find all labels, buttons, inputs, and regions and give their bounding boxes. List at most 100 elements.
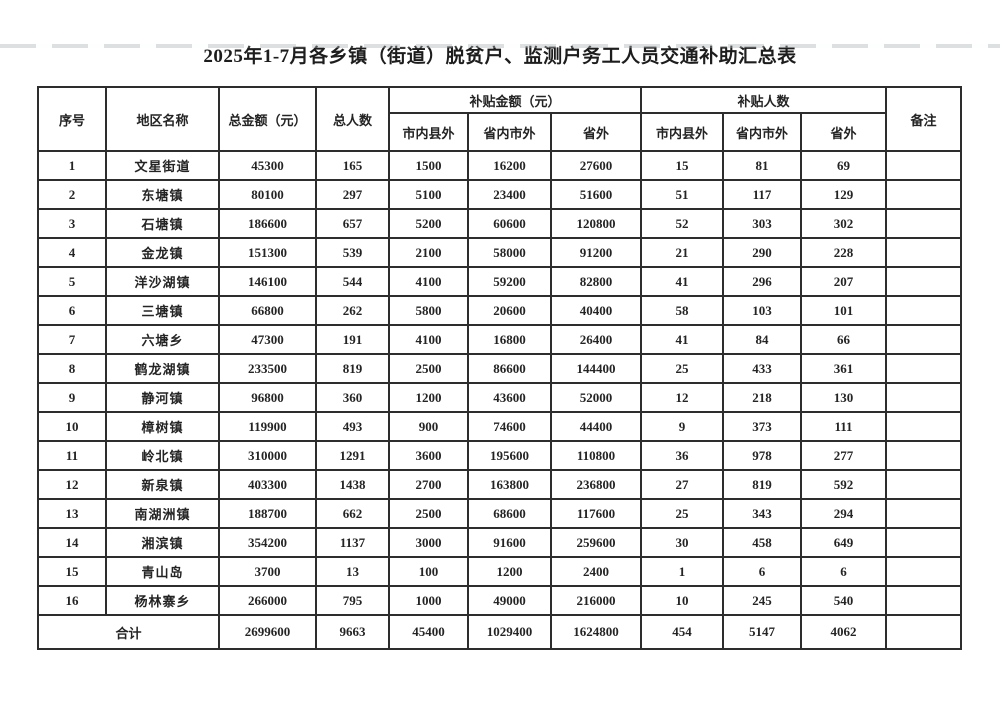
col-header-seq: 序号 [37,86,107,152]
cell-ppl-within-province: 978 [722,440,803,471]
cell-ppl-outside-province: 207 [800,266,888,297]
table-body: 1 文星街道 45300 165 1500 16200 27600 15 81 69 2 东塘镇 801… [37,150,963,616]
cell-amt-outside-province: 44400 [549,411,643,442]
table-footer: 合计 2699600 9663 45400 1029400 1624800 45… [37,614,963,650]
cell-total-amount: 3700 [218,556,317,587]
cell-seq: 13 [37,498,107,529]
cell-ppl-outside-province: 129 [800,179,888,210]
cell-ppl-outside-province: 228 [800,237,888,268]
table-row: 5 洋沙湖镇 146100 544 4100 59200 82800 41 296 207 [37,266,963,297]
cell-amt-within-province: 59200 [467,266,552,297]
cell-amt-within-province: 58000 [467,237,552,268]
cell-amt-within-city: 5100 [388,179,469,210]
cell-region: 金龙镇 [105,237,220,268]
cell-ppl-outside-province: 592 [800,469,888,500]
cell-remark [885,179,963,210]
cell-region: 岭北镇 [105,440,220,471]
cell-amt-outside-province: 26400 [549,324,643,355]
table-row: 6 三塘镇 66800 262 5800 20600 40400 58 103 101 [37,295,963,326]
table-row: 7 六塘乡 47300 191 4100 16800 26400 41 84 66 [37,324,963,355]
cell-amt-within-city: 1500 [388,150,469,181]
table-row: 15 青山岛 3700 13 100 1200 2400 1 6 6 [37,556,963,587]
cell-ppl-outside-province: 277 [800,440,888,471]
cell-total-people: 1438 [315,469,390,500]
cell-amt-within-city: 4100 [388,266,469,297]
cell-amt-outside-province: 110800 [549,440,643,471]
cell-seq: 4 [37,237,107,268]
cell-ppl-within-city: 41 [640,266,725,297]
cell-total-ppl-within-province: 5147 [722,614,803,650]
cell-amt-within-province: 20600 [467,295,552,326]
cell-ppl-outside-province: 540 [800,585,888,616]
cell-total-ppl-outside-province: 4062 [800,614,888,650]
cell-total-people: 539 [315,237,390,268]
cell-amt-outside-province: 82800 [549,266,643,297]
col-header-region: 地区名称 [105,86,220,152]
cell-ppl-within-province: 84 [722,324,803,355]
cell-ppl-within-province: 6 [722,556,803,587]
table-row: 10 樟树镇 119900 493 900 74600 44400 9 373 111 [37,411,963,442]
cell-amt-within-city: 5200 [388,208,469,239]
cell-total-amount: 119900 [218,411,317,442]
col-header-total-amount: 总金额（元） [218,86,317,152]
cell-amt-within-city: 1000 [388,585,469,616]
cell-seq: 1 [37,150,107,181]
cell-ppl-within-city: 52 [640,208,725,239]
cell-remark [885,556,963,587]
cell-ppl-within-city: 27 [640,469,725,500]
cell-amt-within-city: 1200 [388,382,469,413]
cell-seq: 11 [37,440,107,471]
cell-amt-within-province: 23400 [467,179,552,210]
cell-amt-within-province: 74600 [467,411,552,442]
cell-amt-within-province: 1200 [467,556,552,587]
cell-total-people: 819 [315,353,390,384]
cell-ppl-within-city: 12 [640,382,725,413]
cell-total-amt-within-city: 45400 [388,614,469,650]
cell-amt-within-city: 3000 [388,527,469,558]
page-title: 2025年1-7月各乡镇（街道）脱贫户、监测户务工人员交通补助汇总表 [203,46,797,67]
cell-remark [885,382,963,413]
cell-remark [885,324,963,355]
table-row: 3 石塘镇 186600 657 5200 60600 120800 52 303 302 [37,208,963,239]
cell-amt-within-province: 60600 [467,208,552,239]
cell-amt-within-province: 195600 [467,440,552,471]
cell-amt-outside-province: 40400 [549,295,643,326]
cell-remark [885,266,963,297]
cell-ppl-within-province: 81 [722,150,803,181]
cell-total-people: 1137 [315,527,390,558]
cell-remark [885,527,963,558]
cell-ppl-outside-province: 361 [800,353,888,384]
col-header-amt-outside-province: 省外 [549,112,643,152]
cell-amt-outside-province: 2400 [549,556,643,587]
cell-total-people: 9663 [315,614,390,650]
cell-ppl-within-city: 25 [640,498,725,529]
cell-ppl-within-city: 41 [640,324,725,355]
cell-amt-outside-province: 117600 [549,498,643,529]
cell-ppl-within-province: 458 [722,527,803,558]
cell-remark [885,237,963,268]
table-row: 4 金龙镇 151300 539 2100 58000 91200 21 290 228 [37,237,963,268]
cell-seq: 12 [37,469,107,500]
cell-ppl-within-city: 30 [640,527,725,558]
cell-seq: 10 [37,411,107,442]
cell-amt-within-province: 163800 [467,469,552,500]
cell-remark [885,411,963,442]
cell-region: 南湖洲镇 [105,498,220,529]
col-header-ppl-outside-province: 省外 [800,112,888,152]
cell-amt-within-province: 16200 [467,150,552,181]
cell-region: 湘滨镇 [105,527,220,558]
table-row: 14 湘滨镇 354200 1137 3000 91600 259600 30 458 649 [37,527,963,558]
cell-amt-outside-province: 144400 [549,353,643,384]
cell-ppl-outside-province: 130 [800,382,888,413]
cell-region: 石塘镇 [105,208,220,239]
cell-ppl-outside-province: 302 [800,208,888,239]
col-group-subsidy-amount: 补贴金额（元） [387,86,643,114]
cell-total-amount: 266000 [218,585,317,616]
cell-region: 静河镇 [105,382,220,413]
table-row: 8 鹤龙湖镇 233500 819 2500 86600 144400 25 433 361 [37,353,963,384]
table-row: 16 杨林寨乡 266000 795 1000 49000 216000 10 245 540 [37,585,963,616]
cell-total-amount: 151300 [218,237,317,268]
cell-remark [885,469,963,500]
cell-amt-outside-province: 120800 [549,208,643,239]
cell-total-amount: 45300 [218,150,317,181]
